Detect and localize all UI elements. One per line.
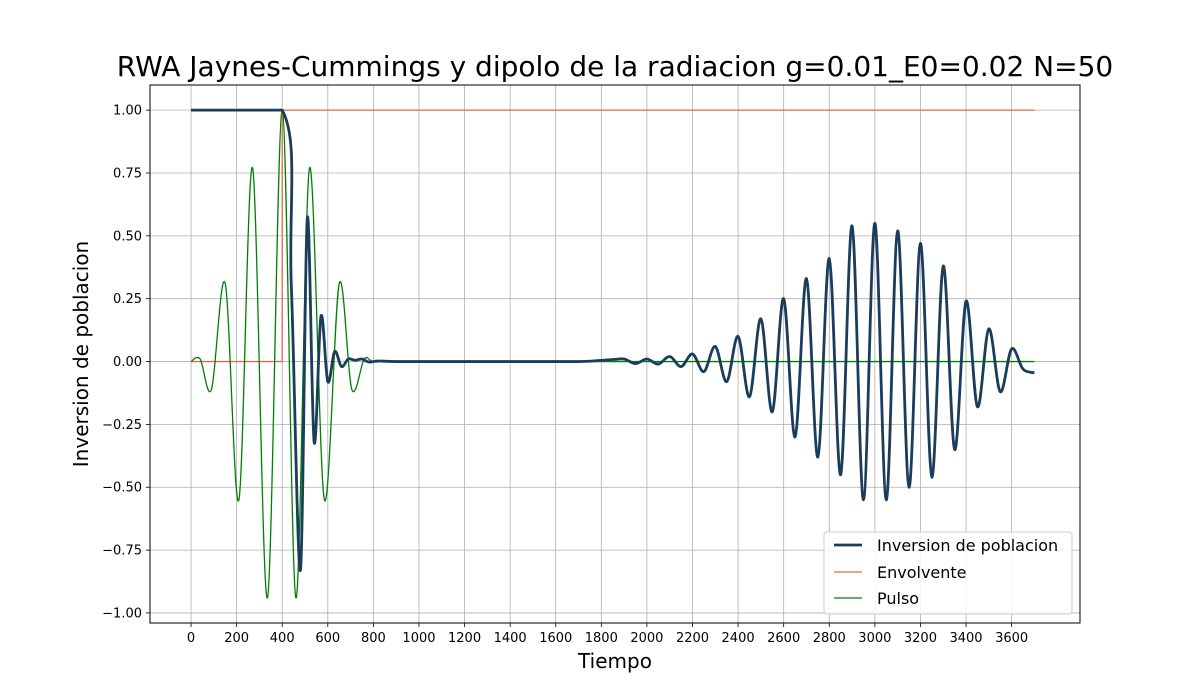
x-tick-label: 400 [270,631,295,646]
x-tick-label: 2600 [767,631,800,646]
y-tick-label: 0.50 [113,229,142,244]
x-tick-label: 200 [224,631,249,646]
series-line-envolvente [191,109,1035,363]
y-tick-label: −1.00 [102,606,142,621]
y-tick-label: −0.75 [102,544,142,559]
x-tick-label: 3600 [995,631,1028,646]
x-tick-label: 2400 [722,631,755,646]
y-tick-label: 1.00 [113,104,142,119]
x-axis-label: Tiempo [577,649,652,673]
y-axis-label: Inversion de poblacion [69,241,93,467]
x-tick-label: 2000 [630,631,663,646]
chart-title: RWA Jaynes-Cummings y dipolo de la radia… [117,50,1113,83]
legend-label-envolvente: Envolvente [877,563,967,582]
x-tick-label: 3000 [858,631,891,646]
legend: Inversion de poblacion Envolvente Pulso [823,531,1073,615]
x-tick-label: 800 [361,631,386,646]
x-tick-label: 0 [187,631,195,646]
x-tick-label: 1200 [448,631,481,646]
legend-box [823,531,1073,615]
y-tick-label: 0.25 [113,292,142,307]
series-layer [190,108,1035,599]
legend-label-inversion: Inversion de poblacion [877,536,1058,555]
legend-label-pulso: Pulso [877,589,919,608]
x-tick-label: 2800 [813,631,846,646]
x-tick-label: 1600 [539,631,572,646]
x-tick-label: 600 [315,631,340,646]
x-tick-label: 1400 [494,631,527,646]
y-tick-label: 0.75 [113,166,142,181]
x-tick-label: 1800 [585,631,618,646]
x-axis-ticks: 0 200 400 600 800 1000 1200 1400 1600 1800 2000 220… [187,623,1028,646]
y-tick-label: 0.00 [113,355,142,370]
x-tick-label: 3200 [904,631,937,646]
y-tick-label: −0.25 [102,418,142,433]
x-tick-label: 3400 [949,631,982,646]
x-tick-label: 2200 [676,631,709,646]
x-tick-label: 1000 [402,631,435,646]
y-tick-label: −0.50 [102,481,142,496]
y-axis-ticks: −1.00 −0.75 −0.50 −0.25 0.00 0.25 0.50 0.75 1.00 [102,104,150,621]
series-line-inversion [191,108,1035,572]
plot-frame [149,84,1081,624]
